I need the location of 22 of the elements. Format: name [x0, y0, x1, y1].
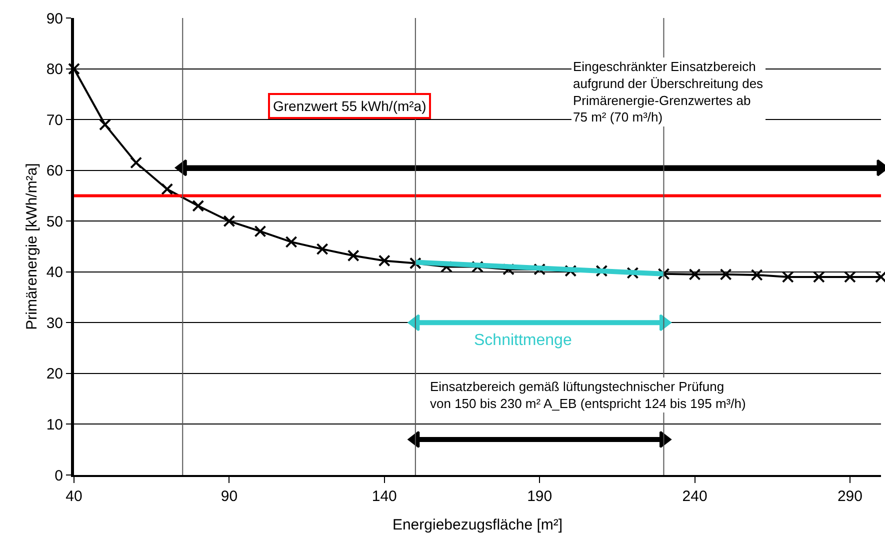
annotation: Schnittmenge — [474, 332, 572, 349]
y-tick-label: 60 — [46, 162, 63, 180]
y-tick-label: 0 — [54, 467, 63, 484]
x-tick-label: 90 — [220, 488, 238, 505]
y-tick-label: 50 — [46, 213, 63, 230]
x-axis-title: Energiebezugsfläche [m²] — [392, 516, 563, 534]
annotation: Grenzwert 55 kWh/(m²a) — [273, 98, 426, 114]
y-tick-label: 20 — [46, 366, 63, 383]
annotation: Eingeschränkter Einsatzbereich aufgrund der Überschreitung des Primärenergie-Grenzwertes ab 75 m² (70 m³/h) — [573, 59, 764, 125]
y-axis-title: Primärenergie [kWh/m²a] — [24, 163, 41, 330]
x-tick-label: 290 — [837, 488, 862, 505]
x-tick-label: 140 — [372, 488, 397, 505]
x-tick-label: 190 — [527, 488, 552, 505]
x-tick-label: 240 — [682, 488, 708, 505]
y-tick-label: 10 — [46, 416, 63, 434]
y-tick-label: 30 — [46, 314, 63, 332]
y-tick-label: 80 — [46, 61, 63, 78]
y-tick-label: 70 — [46, 112, 63, 129]
annotation: Einsatzbereich gemäß lüftungstechnischer Prüfung von 150 bis 230 m² A_EB (entspricht 124 bis 195 m³/h) — [430, 379, 746, 411]
y-tick-label: 40 — [46, 264, 63, 282]
y-tick-label: 90 — [46, 10, 63, 28]
x-tick-label: 40 — [66, 488, 82, 505]
